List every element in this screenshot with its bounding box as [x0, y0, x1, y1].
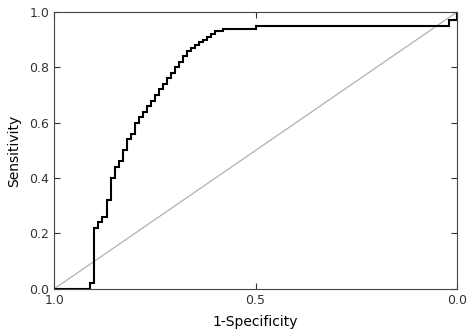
- Y-axis label: Sensitivity: Sensitivity: [7, 114, 21, 186]
- X-axis label: 1-Specificity: 1-Specificity: [213, 315, 298, 329]
